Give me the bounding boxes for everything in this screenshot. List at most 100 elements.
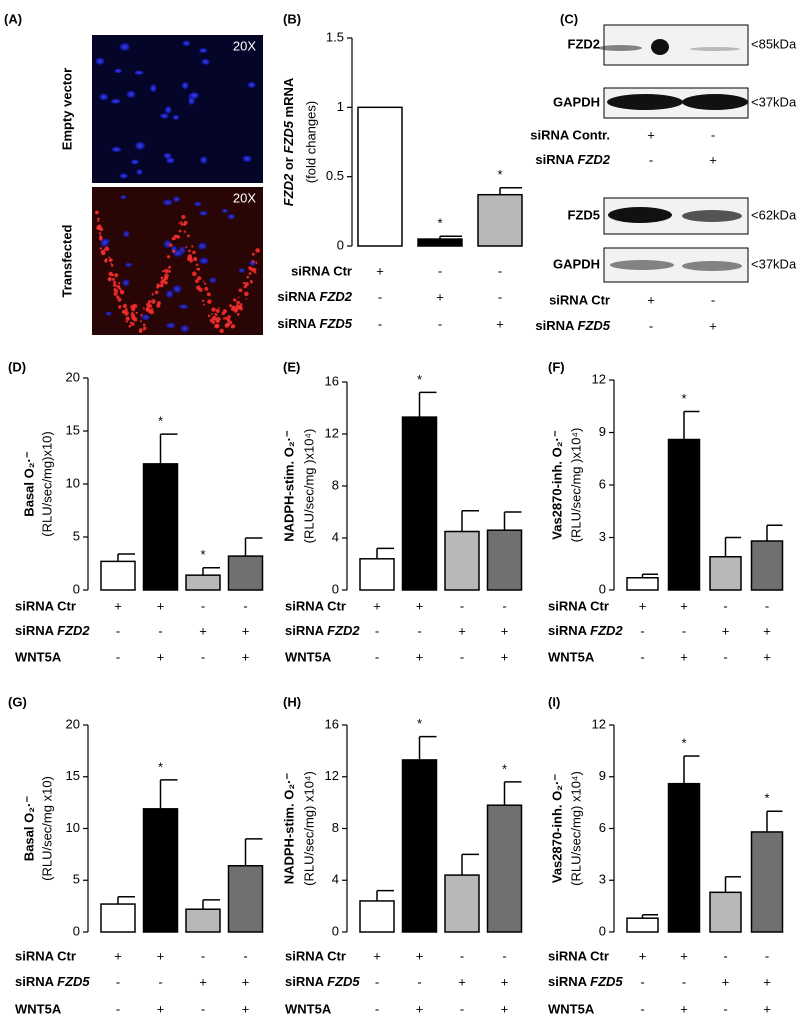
y-tick-label: 10 (66, 475, 80, 490)
signal-dot (229, 304, 233, 308)
nucleus (122, 279, 130, 287)
condition-mark: - (649, 152, 653, 167)
condition-mark: + (458, 974, 466, 989)
signal-dot (251, 260, 255, 263)
condition-mark: - (375, 623, 379, 638)
row-label: Transfected (59, 224, 74, 297)
nucleus (193, 201, 202, 207)
condition-mark: - (438, 316, 442, 331)
y-tick-label: 6 (599, 476, 606, 491)
bar (626, 577, 659, 591)
signal-dot (121, 309, 126, 314)
blot-size: <37kDa (751, 256, 797, 271)
condition-mark: + (680, 948, 688, 963)
bar (142, 463, 179, 591)
condition-mark: - (723, 948, 727, 963)
signal-dot (203, 282, 207, 285)
y-tick-label: 4 (332, 872, 339, 887)
micrograph (92, 187, 263, 335)
condition-mark: + (458, 623, 466, 638)
condition-mark: - (640, 649, 644, 664)
signal-dot (233, 298, 237, 302)
blot-name: FZD2 (568, 36, 601, 51)
nucleus (162, 199, 173, 206)
condition-mark: - (116, 1001, 120, 1016)
signal-dot (140, 320, 143, 323)
signal-dot (125, 320, 128, 323)
nucleus (182, 40, 191, 47)
condition-mark: + (199, 974, 207, 989)
condition-mark: - (765, 598, 769, 613)
signal-dot (224, 323, 229, 328)
bar (626, 917, 659, 933)
signal-dot (187, 234, 190, 238)
condition-mark: - (649, 318, 653, 333)
signal-dot (196, 267, 199, 271)
condition-mark: + (763, 649, 771, 664)
image-background (92, 35, 263, 183)
nucleus (163, 152, 172, 159)
signal-dot (129, 321, 132, 324)
condition-mark: + (416, 1001, 424, 1016)
signal-dot (108, 271, 113, 276)
signal-dot (118, 281, 121, 285)
signal-dot (111, 277, 115, 281)
blot-size: <85kDa (751, 36, 797, 51)
nucleus (197, 242, 207, 250)
nucleus (141, 314, 150, 321)
condition-mark: - (723, 649, 727, 664)
nucleus (188, 96, 195, 105)
signal-dot (211, 320, 216, 325)
bar (359, 558, 395, 591)
signal-dot (142, 326, 147, 331)
nucleus (123, 230, 130, 238)
condition-mark: + (373, 948, 381, 963)
signal-dot (222, 309, 227, 314)
nucleus (134, 70, 144, 75)
condition-mark: + (763, 974, 771, 989)
condition-mark: - (201, 948, 205, 963)
signal-dot (124, 308, 128, 312)
signal-dot (236, 312, 240, 316)
signal-dot (110, 262, 113, 265)
nucleus (199, 210, 208, 216)
condition-mark: + (722, 974, 730, 989)
signal-dot (156, 285, 160, 289)
nucleus (99, 93, 109, 101)
signal-dot (113, 291, 118, 296)
nucleus (200, 156, 208, 164)
y-tick-label: 16 (325, 373, 339, 388)
y-axis-title: Basal O₂·⁻ (21, 451, 36, 517)
condition-mark: - (498, 263, 502, 278)
condition-mark: - (640, 623, 644, 638)
condition-mark: - (498, 289, 502, 304)
y-tick-label: 0 (73, 581, 80, 596)
signal-dot (160, 276, 164, 280)
y-tick-label: 12 (592, 716, 606, 731)
signal-dot (167, 269, 171, 273)
nucleus (172, 285, 182, 293)
y-tick-label: 9 (599, 424, 606, 439)
condition-mark: + (436, 289, 444, 304)
signal-dot (203, 303, 206, 306)
nucleus (120, 195, 127, 200)
condition-mark: + (639, 598, 647, 613)
bar (185, 574, 221, 591)
y-tick-label: 16 (325, 716, 339, 731)
condition-mark: - (378, 289, 382, 304)
signal-dot (215, 318, 218, 322)
nucleus (114, 68, 123, 74)
nucleus (100, 238, 109, 247)
signal-dot (236, 300, 241, 305)
signal-dot (143, 329, 145, 331)
signal-dot (174, 235, 177, 238)
signal-dot (246, 275, 249, 279)
condition-label: siRNA Ctr (15, 948, 76, 963)
condition-mark: - (375, 649, 379, 664)
condition-mark: + (242, 1001, 250, 1016)
panel-label: (G) (8, 694, 27, 709)
condition-label: WNT5A (548, 649, 595, 664)
signal-dot (250, 280, 253, 284)
condition-mark: - (460, 649, 464, 664)
blot-band (651, 39, 669, 55)
